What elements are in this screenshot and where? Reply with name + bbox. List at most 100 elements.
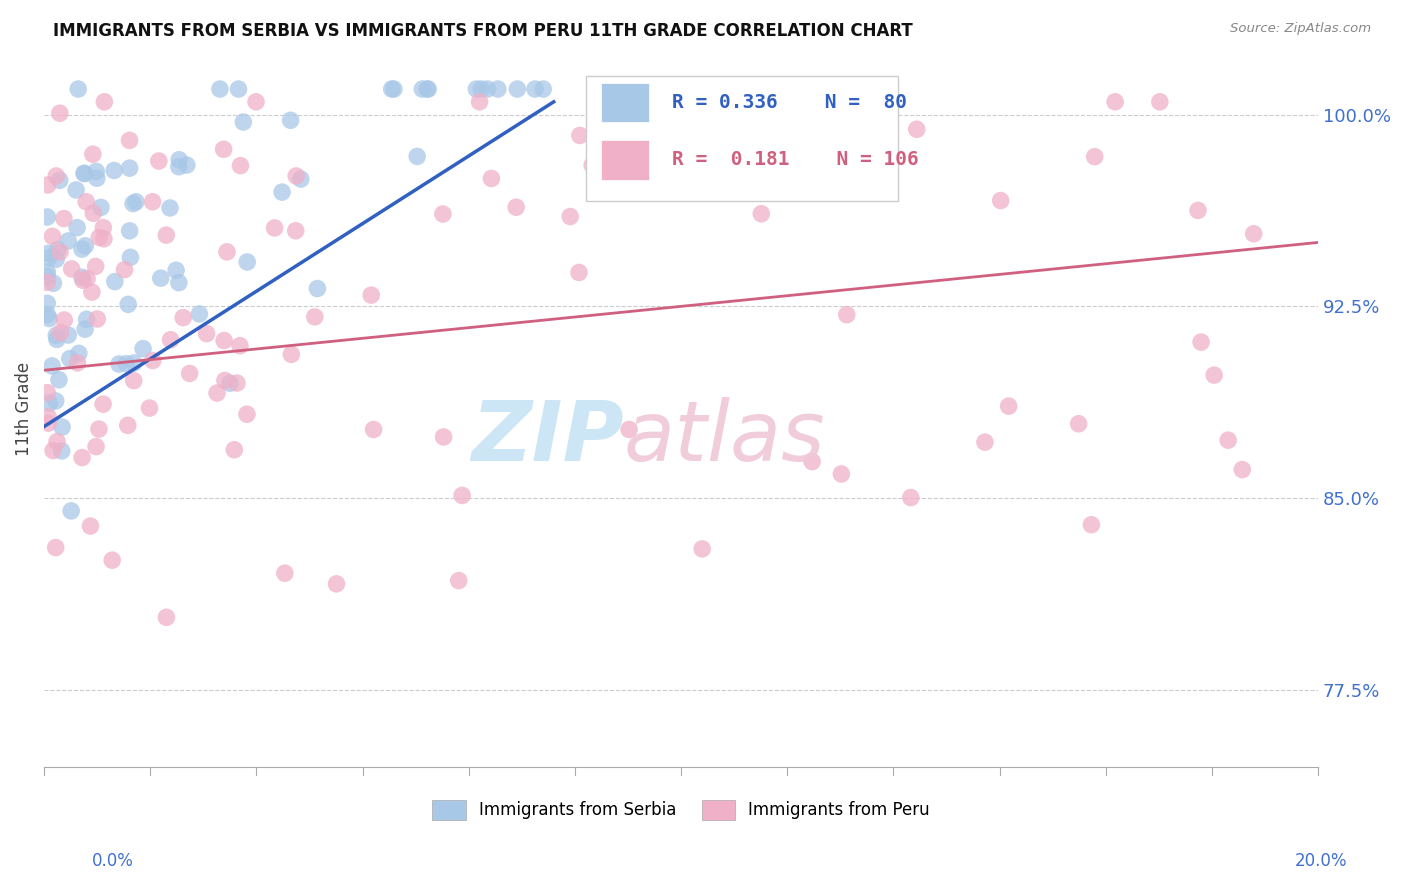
Point <box>60 504 83 518</box>
Point <box>1187 203 1209 218</box>
Point <box>236 407 259 421</box>
Point <box>115 357 138 371</box>
Legend: Immigrants from Serbia, Immigrants from Peru: Immigrants from Serbia, Immigrants from … <box>426 794 936 826</box>
Point <box>45 394 67 409</box>
Point <box>416 82 439 96</box>
Point <box>46 434 69 449</box>
Point <box>84 164 107 178</box>
Point <box>165 263 187 277</box>
Point <box>195 326 218 341</box>
Point <box>997 399 1019 413</box>
Point <box>51 444 73 458</box>
Point <box>41 229 63 244</box>
Point <box>1218 433 1240 447</box>
Point <box>149 271 172 285</box>
Text: R =  0.181    N = 106: R = 0.181 N = 106 <box>672 151 920 169</box>
Point <box>37 416 59 430</box>
Point <box>37 210 59 224</box>
Point <box>226 376 249 390</box>
Point <box>159 333 181 347</box>
Point <box>104 275 127 289</box>
Point <box>974 435 997 450</box>
Bar <box>600 140 650 179</box>
Point <box>53 313 76 327</box>
Point <box>49 106 72 120</box>
Point <box>42 443 65 458</box>
Point <box>465 82 488 96</box>
Point <box>447 574 470 588</box>
Point <box>72 273 94 287</box>
Point <box>159 201 181 215</box>
Point <box>284 224 307 238</box>
Point <box>37 265 59 279</box>
Point <box>37 296 59 310</box>
Point <box>176 158 198 172</box>
Point <box>470 82 492 96</box>
Point <box>481 171 503 186</box>
Point <box>82 147 104 161</box>
Point <box>45 169 67 183</box>
Point <box>477 82 499 96</box>
Point <box>101 553 124 567</box>
Point <box>122 196 145 211</box>
Point <box>49 244 72 259</box>
Point <box>560 210 582 224</box>
Point <box>79 519 101 533</box>
Point <box>1204 368 1226 383</box>
Point <box>1067 417 1090 431</box>
Point <box>132 342 155 356</box>
Point <box>432 430 454 444</box>
Point <box>38 251 60 265</box>
Point <box>568 128 591 143</box>
Point <box>142 353 165 368</box>
Point <box>172 310 194 325</box>
Point <box>830 467 852 481</box>
Point <box>122 356 145 370</box>
Point <box>280 347 302 361</box>
Point <box>167 276 190 290</box>
Point <box>117 418 139 433</box>
Point <box>148 153 170 168</box>
Point <box>52 211 75 226</box>
Point <box>801 455 824 469</box>
Point <box>418 82 440 96</box>
Point <box>229 159 252 173</box>
Point <box>48 173 70 187</box>
Point <box>90 200 112 214</box>
Point <box>304 310 326 324</box>
Point <box>411 82 433 96</box>
Text: ZIP: ZIP <box>471 397 624 478</box>
Point <box>581 158 603 172</box>
Point <box>86 171 108 186</box>
Point <box>48 373 70 387</box>
Point <box>117 297 139 311</box>
Point <box>432 207 454 221</box>
Point <box>122 374 145 388</box>
Point <box>1189 335 1212 350</box>
Point <box>859 169 882 184</box>
Text: 20.0%: 20.0% <box>1295 852 1347 870</box>
Point <box>45 332 67 346</box>
Point <box>38 396 60 410</box>
Point <box>224 442 246 457</box>
Point <box>114 262 136 277</box>
Point <box>73 322 96 336</box>
Point <box>212 142 235 156</box>
Point <box>120 250 142 264</box>
Point <box>610 114 633 128</box>
Point <box>93 95 115 109</box>
Point <box>75 239 97 253</box>
Point <box>179 367 201 381</box>
Point <box>46 243 69 257</box>
Point <box>37 246 59 260</box>
Text: Source: ZipAtlas.com: Source: ZipAtlas.com <box>1230 22 1371 36</box>
Point <box>38 311 60 326</box>
Point <box>228 82 250 96</box>
Point <box>76 312 98 326</box>
Point <box>70 242 93 256</box>
Point <box>617 422 640 436</box>
Point <box>236 255 259 269</box>
Point <box>125 194 148 209</box>
Point <box>118 224 141 238</box>
Point <box>108 357 131 371</box>
